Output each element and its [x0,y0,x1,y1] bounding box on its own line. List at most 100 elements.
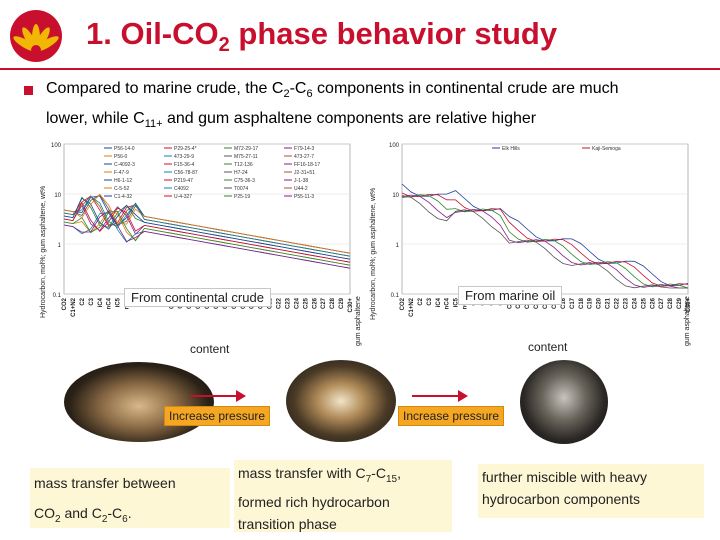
x-tick-label: C17 [570,297,576,309]
legend-label: C-5-52 [114,186,130,192]
legend-label: H7-24 [234,170,248,176]
bullet-text: -C [289,80,307,97]
bullet-text: Compared to marine crude, the C [46,80,284,97]
legend-label: P25-19 [234,194,250,200]
legend-label: P56-14-0 [114,146,135,152]
series-line [63,197,351,260]
x-tick-label: iC4 [436,297,442,307]
legend-label: F-47-9 [114,170,129,176]
x-tick-label: nC4 [445,297,451,309]
desc-sub: 6 [122,513,128,525]
plot-area [401,143,689,295]
x-tick-label: C29 [339,297,345,309]
legend-label: J-1-38 [294,178,308,184]
series-line [63,193,351,254]
x-tick-label: C16 [561,297,567,309]
legend-label: T12-136 [234,162,253,168]
desc-text: . [127,505,132,521]
description-3: further miscible with heavy hydrocarbon … [478,464,704,518]
legend-label: Elk Hills [502,146,520,152]
x-tick-label: C25 [303,297,309,309]
x-tick-label: iC5 [454,297,460,307]
title-divider [0,68,720,70]
right-chart-gum-label: gum asphaltene [684,296,691,346]
x-tick-label: C24 [632,297,638,309]
x-tick-label: C3 [427,297,433,305]
description-1: mass transfer between CO2 and C2-C6. [30,468,230,528]
title-part2: phase behavior study [229,16,558,51]
series-line [401,195,688,289]
desc-sub: 2 [55,513,61,525]
x-tick-label: C26 [650,297,656,309]
company-logo [8,8,64,64]
legend-label: U-4-327 [174,194,192,200]
x-tick-label: C23 [285,297,291,309]
legend-label: J2-31+51 [294,170,315,176]
title-part1: 1. Oil-CO [86,16,219,51]
description-3-line2: hydrocarbon components [482,491,640,507]
x-tick-label: C1+N2 [71,297,77,317]
description-1-line1: mass transfer between [34,475,176,491]
series-line [401,194,689,289]
legend-label: M72-29-17 [234,146,258,152]
y-tick-label: 100 [51,143,62,149]
x-tick-label: C26 [312,297,318,309]
y-tick-label: 1 [396,243,400,249]
y-tick-label: 10 [54,193,61,199]
x-tick-label: C25 [641,297,647,309]
description-2-line2: formed rich hydrocarbon [238,493,390,510]
bullet-sub: 6 [306,88,313,101]
marine-chart-svg: 1001010.1CO2C1+N2C2C3iC4nC4iC5nC5C6C7C8C… [389,143,692,317]
description-2: mass transfer with C7-C15, formed rich h… [234,460,452,532]
x-tick-label: C22 [615,297,621,309]
x-tick-label: C2 [418,297,424,305]
x-tick-label: C28 [668,297,674,309]
right-caption-box: From marine oil [458,286,563,305]
left-chart-gum-label: gum asphaltene [355,296,362,346]
bullet-text: components in continental crude are much [312,80,619,97]
legend-label: Kaji-Semoga [592,146,621,152]
x-tick-label: CO2 [62,297,68,310]
desc-sub: 7 [365,473,372,485]
x-tick-label: C2 [80,297,86,305]
legend-label: FF16-18-17 [294,162,320,168]
x-tick-label: C30+ [686,298,692,313]
right-chart-ylabel: Hydrocarbon, mol%; gum asphaltene, wt% [370,187,377,320]
legend-label: C75-36-3 [234,178,255,184]
x-tick-label: iC4 [98,297,104,307]
y-tick-label: 0.1 [391,293,400,299]
legend-label: 473-29-9 [174,154,194,160]
x-tick-label: C19 [588,297,594,309]
legend-label: C4092 [174,186,189,192]
bullet-marker [24,86,33,95]
arrow-2-shaft [412,395,460,397]
x-tick-label: nC4 [107,297,113,309]
x-tick-label: C3 [89,297,95,305]
legend-label: C56-78-87 [174,170,198,176]
description-2-line1: mass transfer with C7-C15, [238,462,452,491]
desc-text: mass transfer with C [238,465,366,481]
x-tick-label: C20 [597,297,603,309]
legend-label: 473-27-7 [294,154,314,160]
legend-label: T0074 [234,186,248,192]
bullet-line1: Compared to marine crude, the C2-C6 comp… [46,80,619,100]
arrow-1-shaft [190,395,238,397]
description-2-line3: transition phase [238,515,337,532]
x-tick-label: C18 [579,297,585,309]
desc-sub: 15 [385,473,398,485]
x-tick-label: C27 [321,297,327,309]
bullet-text: and gum asphaltene components are relati… [162,110,537,127]
series-line [63,196,351,257]
legend-label: F79-14-3 [294,146,315,152]
bullet-sub: 2 [283,88,290,101]
left-caption-box: From continental crude [124,288,271,307]
x-tick-label: C29 [677,297,683,309]
title-sub: 2 [218,34,230,57]
phase-photo-3 [520,360,608,444]
desc-text: -C [107,505,123,521]
x-tick-label: C27 [659,297,665,309]
left-caption-plain: content [190,342,230,356]
series-line [63,210,351,269]
legend-label: C-4092-3 [114,162,135,168]
desc-text: CO [34,505,55,521]
